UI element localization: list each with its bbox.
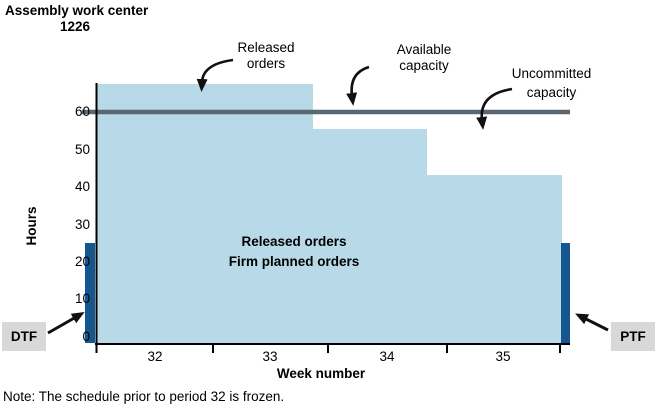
- available-capacity-arrow: [346, 65, 370, 106]
- y-tick-label: 50: [74, 142, 90, 157]
- x-axis-label: Week number: [276, 366, 366, 381]
- dtf-box: DTF: [2, 322, 46, 351]
- area-label-line1: Released orders: [241, 234, 347, 249]
- ptf-arrow: [575, 313, 609, 332]
- dtf-bar: [85, 243, 95, 343]
- annotation-available-capacity: Available capacity: [396, 42, 452, 73]
- y-tick-label: 60: [74, 104, 90, 119]
- x-tick-label: 33: [262, 349, 278, 364]
- area-label-line2: Firm planned orders: [228, 254, 360, 269]
- y-tick-label: 0: [82, 329, 90, 344]
- annotation-uncommitted-capacity: Uncommitted capacity: [511, 66, 592, 100]
- area-label: Released orders Firm planned orders: [161, 232, 427, 272]
- ptf-box: PTF: [611, 322, 655, 351]
- uncommitted-capacity-arrow: [476, 87, 513, 130]
- y-tick-label: 30: [74, 217, 90, 232]
- page-title: Assembly work center: [5, 3, 149, 18]
- x-tick-label: 32: [147, 349, 163, 364]
- load-area: [97, 84, 562, 343]
- note-text: Note: The schedule prior to period 32 is…: [3, 389, 285, 404]
- ptf-bar: [561, 243, 570, 343]
- y-axis-label: Hours: [24, 206, 39, 246]
- work-center-number: 1226: [59, 19, 91, 34]
- y-tick-label: 20: [74, 254, 90, 269]
- x-tick-label: 34: [379, 349, 395, 364]
- y-tick-label: 10: [74, 291, 90, 306]
- x-tick-label: 35: [495, 349, 511, 364]
- dtf-arrow: [47, 312, 85, 335]
- y-tick-label: 40: [74, 179, 90, 194]
- annotation-released-orders: Released orders: [237, 40, 295, 71]
- released-orders-arrow: [196, 58, 234, 92]
